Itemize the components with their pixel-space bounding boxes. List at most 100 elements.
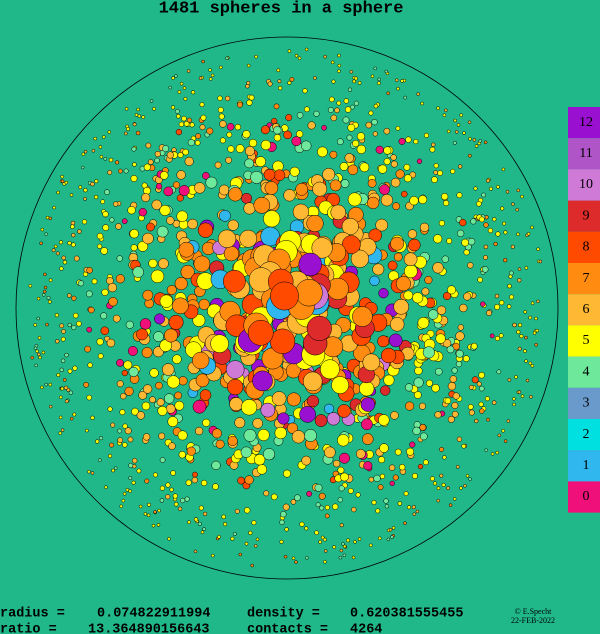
sphere <box>357 537 362 541</box>
sphere <box>329 150 338 159</box>
sphere <box>43 272 47 277</box>
sphere <box>519 334 524 339</box>
sphere <box>417 463 424 470</box>
sphere <box>267 81 273 87</box>
sphere <box>178 121 185 127</box>
sphere <box>211 553 215 558</box>
sphere <box>337 63 342 68</box>
sphere <box>86 326 93 333</box>
sphere <box>523 310 527 314</box>
sphere <box>194 426 204 436</box>
sphere <box>101 288 109 296</box>
sphere <box>162 145 170 153</box>
sphere <box>128 366 139 377</box>
sphere <box>306 315 332 341</box>
legend-label: 7 <box>583 271 590 286</box>
sphere <box>218 113 225 120</box>
sphere <box>446 486 450 490</box>
sphere <box>135 130 141 136</box>
sphere <box>87 469 91 474</box>
sphere <box>375 218 389 232</box>
sphere <box>458 164 463 169</box>
sphere <box>346 538 350 543</box>
sphere <box>201 59 205 64</box>
legend-swatch <box>568 169 600 201</box>
sphere <box>331 376 349 394</box>
sphere <box>419 423 427 431</box>
sphere <box>252 418 263 429</box>
sphere <box>149 99 154 103</box>
sphere <box>174 391 182 400</box>
legend-swatch <box>568 263 600 295</box>
sphere <box>172 181 180 189</box>
legend-swatch <box>568 356 600 388</box>
sphere <box>37 352 41 357</box>
sphere <box>424 275 433 285</box>
sphere <box>520 194 524 199</box>
sphere <box>184 496 190 502</box>
sphere <box>497 433 502 438</box>
sphere <box>386 537 391 542</box>
sphere <box>42 289 47 294</box>
sphere <box>423 459 429 466</box>
sphere <box>62 260 68 265</box>
sphere <box>451 410 459 418</box>
sphere <box>357 81 362 85</box>
sphere <box>143 186 151 195</box>
legend-swatch <box>568 294 600 326</box>
sphere <box>304 526 309 531</box>
sphere <box>211 460 221 471</box>
sphere <box>339 523 344 528</box>
sphere <box>404 383 414 392</box>
sphere <box>100 312 108 320</box>
sphere <box>462 131 466 135</box>
sphere <box>307 121 316 130</box>
sphere <box>108 157 114 163</box>
sphere <box>343 98 349 104</box>
sphere <box>183 121 190 127</box>
sphere <box>523 349 527 353</box>
sphere <box>159 498 165 503</box>
sphere <box>159 457 166 463</box>
sphere <box>508 270 514 276</box>
sphere <box>186 446 196 456</box>
sphere <box>295 182 309 196</box>
sphere <box>138 208 147 217</box>
sphere <box>176 210 188 223</box>
sphere <box>304 429 317 442</box>
sphere <box>297 56 302 61</box>
sphere <box>439 473 444 478</box>
sphere <box>271 391 287 406</box>
sphere <box>431 384 440 393</box>
sphere <box>146 513 151 518</box>
sphere <box>62 378 67 382</box>
sphere <box>71 295 77 301</box>
sphere <box>278 85 283 91</box>
sphere <box>387 260 398 271</box>
sphere <box>319 505 325 511</box>
sphere <box>59 367 64 372</box>
sphere <box>107 406 113 412</box>
sphere <box>95 439 100 444</box>
sphere <box>485 178 491 183</box>
sphere <box>178 376 188 386</box>
sphere <box>384 69 389 74</box>
sphere <box>60 428 65 432</box>
sphere <box>380 385 391 396</box>
sphere <box>457 324 464 331</box>
sphere <box>156 225 169 238</box>
sphere <box>61 329 66 334</box>
sphere <box>234 417 246 429</box>
sphere <box>163 186 174 197</box>
sphere <box>290 499 297 505</box>
sphere <box>96 232 104 240</box>
sphere <box>306 394 320 408</box>
sphere <box>446 238 453 244</box>
sphere <box>465 474 470 478</box>
sphere <box>119 409 126 416</box>
sphere <box>217 95 223 101</box>
sphere <box>459 218 467 227</box>
sphere <box>84 345 91 353</box>
sphere <box>518 323 523 328</box>
